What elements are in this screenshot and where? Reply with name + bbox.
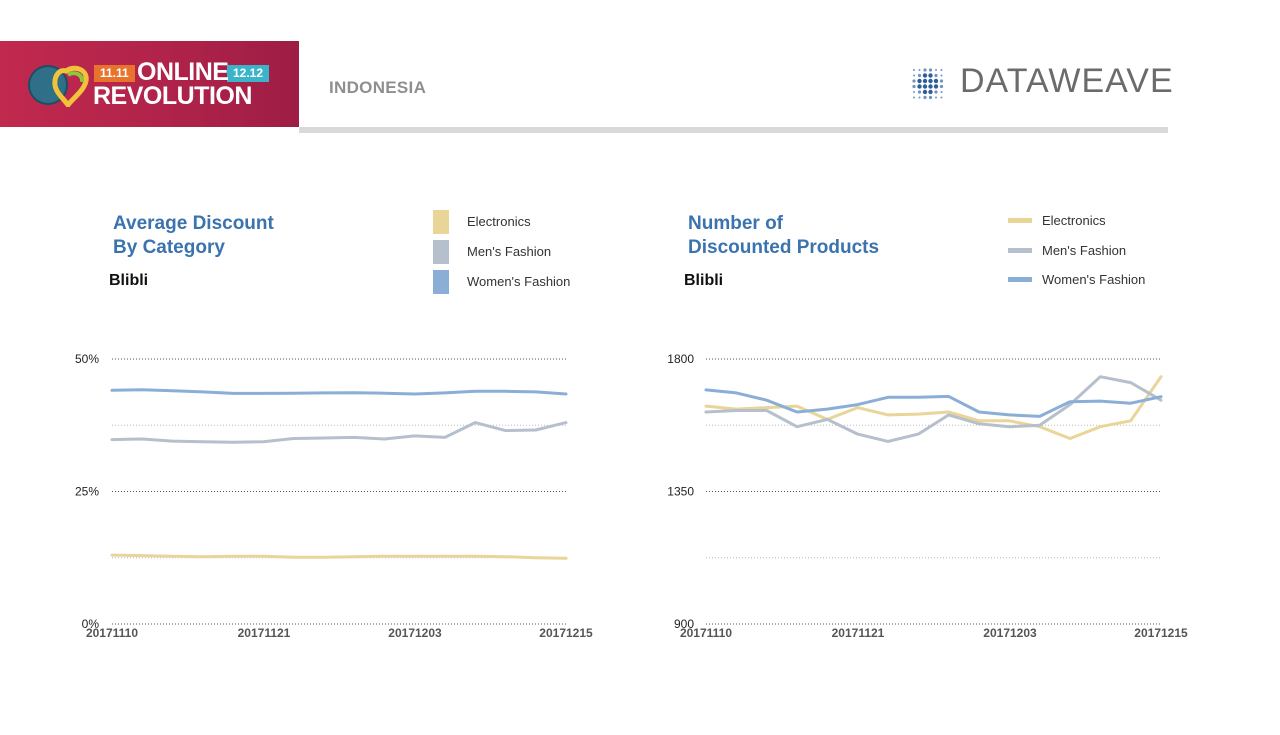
chart2-legend-swatch-electronics <box>1008 218 1032 223</box>
chart1-y-tick-label: 0% <box>82 617 100 631</box>
event-banner: 11.11 12.12 ONLINE REVOLUTION <box>0 41 299 127</box>
chart1-legend-mens: Men's Fashion <box>467 244 552 259</box>
chart1-title: Average Discount By Category <box>113 212 274 260</box>
brand-logo: DATAWEAVE <box>960 62 1174 100</box>
chart2-title-line1: Number of <box>688 213 783 234</box>
chart2-x-tick-label: 20171203 <box>983 626 1037 640</box>
chart2-x-tick-label: 20171121 <box>832 626 885 640</box>
chart2-y-tick-label: 900 <box>674 617 694 631</box>
chart2-legend-mens: Men's Fashion <box>1042 243 1127 258</box>
chart1-y-tick-label: 50% <box>75 352 99 366</box>
chart1-title-line1: Average Discount <box>113 213 274 234</box>
chart2-subtitle: Blibli <box>684 272 724 289</box>
country-label: INDONESIA <box>329 78 427 97</box>
chart1-legend-electronics: Electronics <box>467 214 531 229</box>
chart2-x-tick-label: 20171110 <box>680 626 732 640</box>
heart-logo-icon <box>28 65 89 107</box>
chart2-legend-womens: Women's Fashion <box>1042 272 1146 287</box>
chart1-x-tick-label: 20171215 <box>539 626 593 640</box>
chart2-legend-swatch-womens <box>1008 277 1032 282</box>
chart1-legend-womens: Women's Fashion <box>467 274 571 289</box>
chart1-series-line-womens <box>110 388 568 396</box>
chart1-title-line2: By Category <box>113 237 225 258</box>
chart1-y-tick-label: 25% <box>75 485 99 499</box>
chart1-x-tick-label: 20171203 <box>388 626 442 640</box>
banner-title-line1: ONLINE <box>137 58 229 86</box>
badge-1212: 12.12 <box>227 65 270 82</box>
chart2-x-tick-label: 20171215 <box>1134 626 1188 640</box>
chart1-legend-swatch-womens <box>433 270 449 294</box>
chart1-subtitle: Blibli <box>109 272 149 289</box>
chart2-y-tick-label: 1800 <box>667 352 694 366</box>
chart1-x-tick-label: 20171110 <box>86 626 138 640</box>
chart1-x-tick-label: 20171121 <box>238 626 291 640</box>
chart2-series-line-mens <box>704 375 1163 443</box>
chart2-series-line-womens <box>704 388 1163 418</box>
chart1-series-line-electronics <box>110 553 568 560</box>
chart2-title: Number of Discounted Products <box>688 212 879 260</box>
chart2-series-line-electronics <box>704 375 1163 440</box>
chart2-legend-swatch-mens <box>1008 248 1032 253</box>
dataweave-dots-icon <box>912 68 944 100</box>
chart2-title-line2: Discounted Products <box>688 237 880 258</box>
badge-1111: 11.11 <box>94 65 135 82</box>
chart2-legend-electronics: Electronics <box>1042 213 1106 228</box>
header-divider <box>299 127 1168 133</box>
chart2-y-tick-label: 1350 <box>667 485 694 499</box>
chart1-legend-swatch-mens <box>433 240 449 264</box>
chart1-legend-swatch-electronics <box>433 210 449 234</box>
banner-title-line2: REVOLUTION <box>93 82 252 110</box>
chart1-series-line-mens <box>110 421 568 444</box>
